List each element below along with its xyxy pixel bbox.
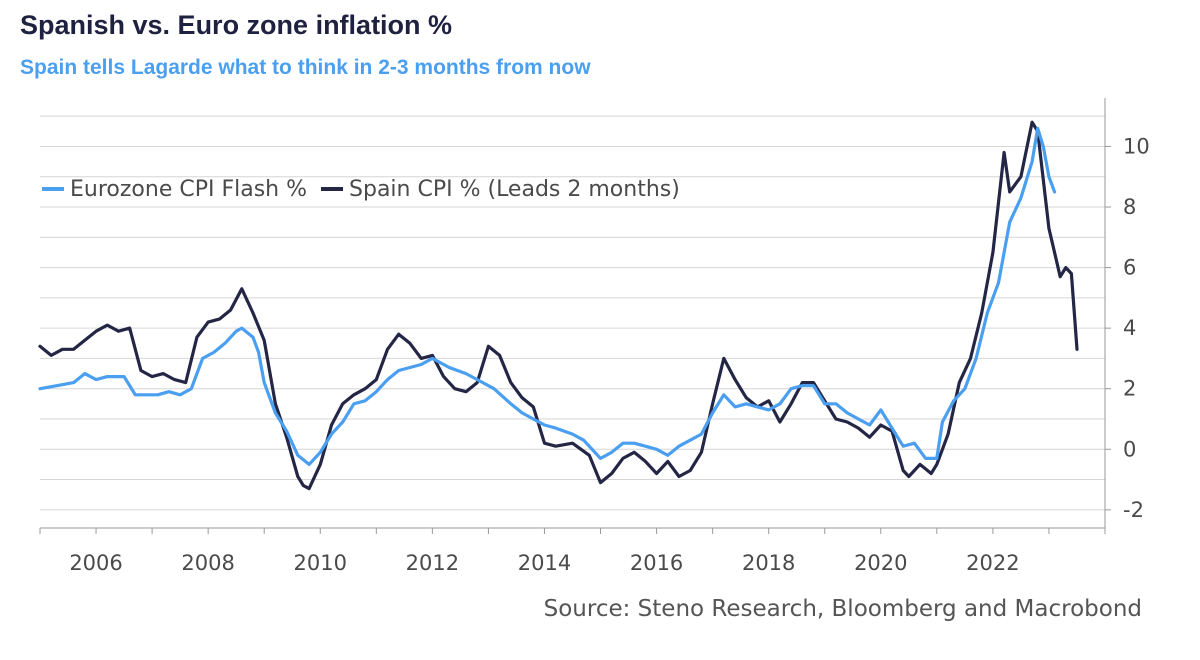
- x-tick-label: 2014: [518, 551, 571, 575]
- x-tick-label: 2022: [966, 551, 1019, 575]
- legend-label-eurozone: Eurozone CPI Flash %: [70, 177, 307, 202]
- y-tick-label: 2: [1123, 377, 1136, 401]
- y-tick-label: 6: [1123, 256, 1136, 280]
- y-tick-label: 4: [1123, 316, 1136, 340]
- x-tick-label: 2020: [854, 551, 907, 575]
- y-tick-label: 8: [1123, 195, 1136, 219]
- x-tick-label: 2018: [742, 551, 795, 575]
- series-line-spain: [38, 120, 1079, 491]
- series-line-eurozone: [38, 126, 1057, 466]
- series-layer: [38, 120, 1079, 491]
- chart-title: Spanish vs. Euro zone inflation %: [20, 10, 453, 40]
- x-tick-label: 2016: [630, 551, 683, 575]
- legend: Eurozone CPI Flash % Spain CPI % (Leads 2…: [42, 177, 680, 202]
- legend-label-spain: Spain CPI % (Leads 2 months): [349, 177, 680, 202]
- y-tick-label: 0: [1123, 437, 1136, 461]
- gridlines: [40, 115, 1105, 511]
- y-tick-label: 10: [1123, 134, 1150, 158]
- source-note: Source: Steno Research, Bloomberg and Ma…: [543, 596, 1142, 622]
- chart-subtitle: Spain tells Lagarde what to think in 2-3…: [20, 56, 591, 79]
- x-tick-label: 2006: [69, 551, 122, 575]
- x-tick-label: 2012: [406, 551, 459, 575]
- axes: -2 0 2 4 6 8 10 2006 2008 2010 2012 2014 2016 2018 202…: [39, 98, 1150, 575]
- x-tick-label: 2008: [181, 551, 234, 575]
- x-tick-label: 2010: [294, 551, 347, 575]
- y-tick-label: -2: [1123, 498, 1144, 522]
